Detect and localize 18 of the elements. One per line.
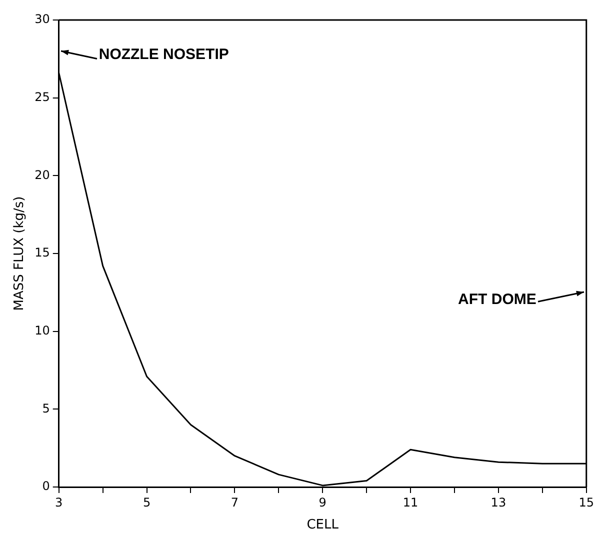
x-tick-label: 7 xyxy=(230,495,239,510)
y-tick-label: 15 xyxy=(34,246,50,260)
x-tick-label: 11 xyxy=(402,495,418,510)
y-tick-label: 25 xyxy=(34,90,50,104)
annotation: NOZZLE NOSETIP xyxy=(98,46,229,64)
x-axis-title: CELL xyxy=(306,518,340,533)
x-tick-label: 5 xyxy=(142,495,151,510)
y-tick-label: 20 xyxy=(34,168,50,182)
y-tick-label: 30 xyxy=(34,12,50,26)
y-tick-label: 5 xyxy=(42,401,50,416)
y-tick-label: 0 xyxy=(42,479,50,494)
x-tick-label: 9 xyxy=(318,495,326,510)
y-tick-label: 10 xyxy=(34,323,50,338)
x-tick-label: 15 xyxy=(578,495,594,510)
y-axis-title: MASS FLUX (kg/s) xyxy=(12,196,28,311)
x-tick-label: 13 xyxy=(490,495,506,510)
x-tick-label: 3 xyxy=(55,495,63,510)
annotation: AFT DOME xyxy=(458,291,536,310)
